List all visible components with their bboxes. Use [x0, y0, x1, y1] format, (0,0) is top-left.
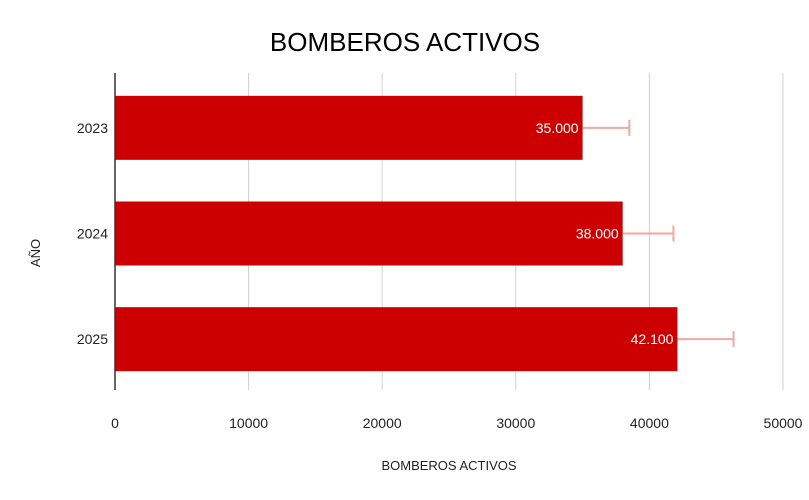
error-bar-2025 — [677, 331, 735, 348]
bar-2025 — [115, 307, 678, 372]
error-bar-2024 — [622, 225, 675, 242]
data-label-2025: 42.100 — [631, 331, 674, 347]
x-tick-label-0: 0 — [111, 415, 119, 431]
error-bars — [582, 119, 735, 348]
bars — [115, 95, 678, 372]
x-tick-label-10000: 10000 — [229, 415, 268, 431]
data-label-2024: 38.000 — [576, 226, 619, 242]
x-tick-label-50000: 50000 — [764, 415, 803, 431]
y-axis-label: AÑO — [28, 239, 43, 267]
y-tick-label-2023: 2023 — [77, 120, 108, 136]
data-labels: 35.000 38.000 42.100 — [536, 120, 674, 347]
x-tick-label-20000: 20000 — [363, 415, 402, 431]
y-tick-label-2025: 2025 — [77, 331, 108, 347]
x-axis-label: BOMBEROS ACTIVOS — [381, 458, 516, 473]
bar-2024 — [115, 201, 623, 266]
y-tick-label-2024: 2024 — [77, 226, 108, 242]
error-bar-2023 — [582, 119, 631, 136]
chart-title: BOMBEROS ACTIVOS — [270, 27, 540, 57]
data-label-2023: 35.000 — [536, 120, 579, 136]
x-tick-labels: 0 10000 20000 30000 40000 50000 — [111, 415, 803, 431]
bar-2023 — [115, 95, 583, 160]
x-tick-label-40000: 40000 — [630, 415, 669, 431]
y-tick-labels: 2023 2024 2025 — [77, 120, 108, 347]
x-tick-label-30000: 30000 — [496, 415, 535, 431]
